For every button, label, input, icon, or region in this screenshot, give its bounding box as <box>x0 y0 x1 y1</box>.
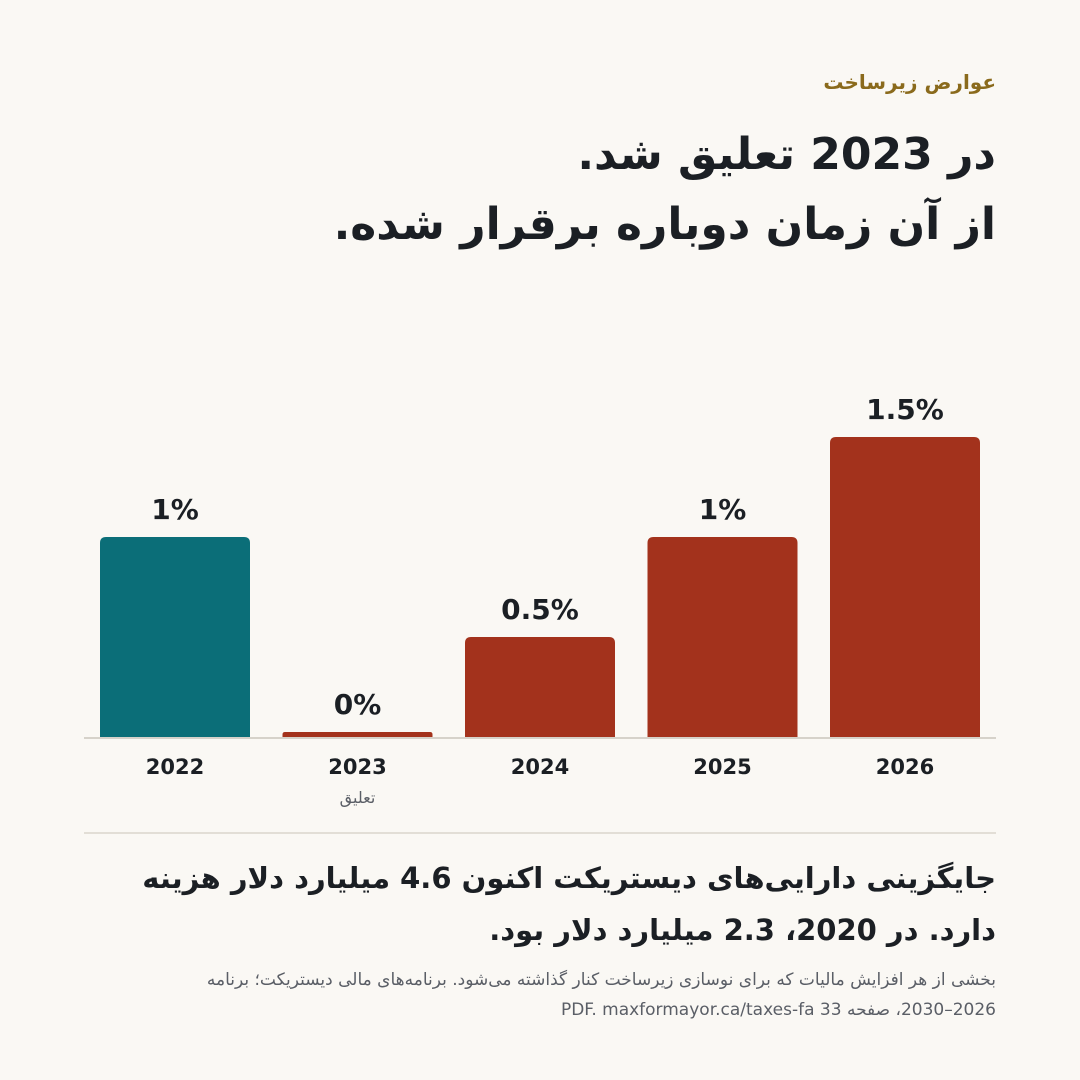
tick-label-2022: 2022 <box>146 755 204 779</box>
body-text: جایگزینی دارایی‌های دیستریکت اکنون 4.6 م… <box>142 861 996 948</box>
headline-line-2: از آن زمان دوباره برقرار شده. <box>333 199 996 251</box>
tick-label-2023: 2023 <box>328 755 386 779</box>
kicker-label: عوارض زیرساخت <box>823 70 996 94</box>
tick-label-2024: 2024 <box>511 755 569 779</box>
bar-2025 <box>647 537 798 737</box>
tick-label-2025: 2025 <box>693 755 751 779</box>
tick-label-2026: 2026 <box>876 755 934 779</box>
divider <box>84 832 996 834</box>
headline-line-1: در 2023 تعلیق شد. <box>577 129 996 180</box>
bar-chart: 1% 2022 0% 2023 تعلیق 0.5% 2024 1% 2025 1.5% 2026 <box>84 393 996 808</box>
footnote: بخشی از هر افزایش مالیات که برای نوسازی … <box>84 966 996 1026</box>
bar-2026 <box>830 437 980 737</box>
bar-2022 <box>100 537 250 737</box>
value-label-2024: 0.5% <box>501 593 579 626</box>
sublabel-2023: تعلیق <box>340 788 376 808</box>
value-label-2025: 1% <box>699 493 747 526</box>
value-label-2022: 1% <box>151 493 199 526</box>
headline: در 2023 تعلیق شد. از آن زمان دوباره برقر… <box>84 120 996 261</box>
value-label-2026: 1.5% <box>866 393 944 426</box>
value-label-2023: 0% <box>334 688 382 721</box>
bar-2024 <box>465 637 615 737</box>
bar-2023 <box>282 732 433 737</box>
footnote-line-2: 2026–2030، صفحه 33 PDF. maxformayor.ca/t… <box>560 999 996 1020</box>
footnote-line-1: بخشی از هر افزایش مالیات که برای نوسازی … <box>206 970 996 990</box>
